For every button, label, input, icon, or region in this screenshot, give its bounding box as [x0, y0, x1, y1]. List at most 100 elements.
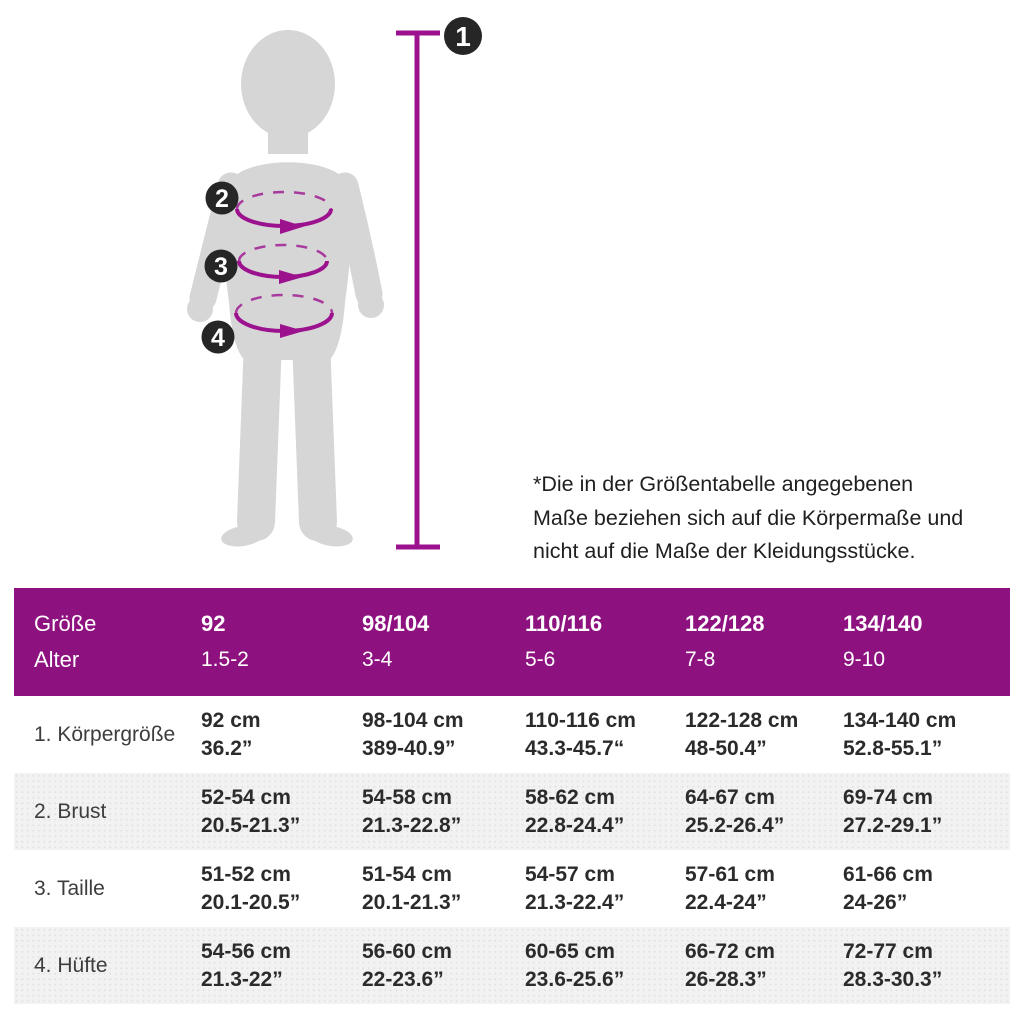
cell-inch: 43.3-45.7“ — [525, 736, 625, 760]
size-note-line: nicht auf die Maße der Kleidungsstücke. — [533, 539, 916, 563]
table-cell: 51-52 cm 20.1-20.5” — [181, 861, 342, 916]
table-cell: 69-74 cm 27.2-29.1” — [823, 784, 1010, 839]
size-header-row: Größe 92 98/104 110/116 122/128 134/140 — [14, 611, 1010, 637]
age-col-2: 5-6 — [525, 648, 556, 671]
cell-cm: 92 cm — [201, 709, 261, 732]
table-cell: 56-60 cm 22-23.6” — [342, 938, 505, 993]
table-row-brust: 2. Brust 52-54 cm 20.5-21.3” 54-58 cm 21… — [14, 773, 1010, 850]
cell-inch: 389-40.9” — [362, 736, 456, 760]
cell-inch: 25.2-26.4” — [685, 813, 785, 837]
size-col-1: 98/104 — [362, 611, 430, 636]
cell-cm: 69-74 cm — [843, 786, 933, 809]
marker-3-number: 3 — [214, 253, 228, 281]
table-row-koerpergroesse: 1. Körpergröße 92 cm 36.2” 98-104 cm 389… — [14, 696, 1010, 773]
cell-cm: 64-67 cm — [685, 786, 775, 809]
cell-inch: 23.6-25.6” — [525, 967, 625, 991]
cell-inch: 48-50.4” — [685, 736, 767, 760]
table-cell: 52-54 cm 20.5-21.3” — [181, 784, 342, 839]
cell-inch: 28.3-30.3” — [843, 967, 943, 991]
cell-inch: 20.5-21.3” — [201, 813, 301, 837]
cell-cm: 54-57 cm — [525, 863, 615, 886]
cell-inch: 21.3-22.8” — [362, 813, 462, 837]
cell-inch: 27.2-29.1” — [843, 813, 943, 837]
cell-inch: 20.1-20.5” — [201, 890, 301, 914]
table-cell: 66-72 cm 26-28.3” — [665, 938, 823, 993]
cell-inch: 52.8-55.1” — [843, 736, 943, 760]
table-cell: 110-116 cm 43.3-45.7“ — [505, 707, 665, 762]
size-col-3: 122/128 — [685, 611, 765, 636]
table-cell: 57-61 cm 22.4-24” — [665, 861, 823, 916]
marker-badges: 1 2 3 4 — [201, 17, 482, 354]
table-cell: 92 cm 36.2” — [181, 707, 342, 762]
cell-inch: 22-23.6” — [362, 967, 444, 991]
table-cell: 64-67 cm 25.2-26.4” — [665, 784, 823, 839]
size-table-header: Größe 92 98/104 110/116 122/128 134/140 … — [14, 588, 1010, 696]
marker-4-number: 4 — [211, 324, 225, 352]
row-label: 3. Taille — [34, 876, 105, 900]
table-cell: 60-65 cm 23.6-25.6” — [505, 938, 665, 993]
cell-cm: 134-140 cm — [843, 709, 957, 732]
table-cell: 72-77 cm 28.3-30.3” — [823, 938, 1010, 993]
row-label: 4. Hüfte — [34, 953, 108, 977]
age-label: Alter — [34, 647, 80, 672]
table-cell: 58-62 cm 22.8-24.4” — [505, 784, 665, 839]
size-note: *Die in der Größentabelle angegebenen Ma… — [533, 468, 1003, 569]
size-note-line: *Die in der Größentabelle angegebenen — [533, 472, 914, 496]
table-cell: 134-140 cm 52.8-55.1” — [823, 707, 1010, 762]
measurement-diagram: 1 2 3 4 — [187, 17, 482, 550]
cell-cm: 72-77 cm — [843, 940, 933, 963]
cell-cm: 54-58 cm — [362, 786, 452, 809]
cell-cm: 52-54 cm — [201, 786, 291, 809]
table-cell: 61-66 cm 24-26” — [823, 861, 1010, 916]
cell-inch: 21.3-22” — [201, 967, 283, 991]
cell-cm: 51-54 cm — [362, 863, 452, 886]
table-cell: 54-57 cm 21.3-22.4” — [505, 861, 665, 916]
size-col-4: 134/140 — [843, 611, 923, 636]
table-cell: 54-56 cm 21.3-22” — [181, 938, 342, 993]
marker-1-badge — [444, 17, 482, 55]
table-cell: 122-128 cm 48-50.4” — [665, 707, 823, 762]
table-cell: 98-104 cm 389-40.9” — [342, 707, 505, 762]
cell-inch: 22.4-24” — [685, 890, 767, 914]
height-measure-line — [396, 30, 440, 550]
table-row-huefte: 4. Hüfte 54-56 cm 21.3-22” 56-60 cm 22-2… — [14, 927, 1010, 1004]
size-col-0: 92 — [201, 611, 226, 636]
age-col-3: 7-8 — [685, 648, 716, 671]
table-cell: 51-54 cm 20.1-21.3” — [342, 861, 505, 916]
marker-1-number: 1 — [455, 21, 471, 52]
hip-arrow-icon — [280, 324, 304, 338]
size-col-2: 110/116 — [525, 611, 603, 636]
marker-2-number: 2 — [215, 185, 229, 213]
table-row-taille: 3. Taille 51-52 cm 20.1-20.5” 51-54 cm 2… — [14, 850, 1010, 927]
row-label: 2. Brust — [34, 799, 107, 823]
cell-cm: 58-62 cm — [525, 786, 615, 809]
age-header-row: Alter 1.5-2 3-4 5-6 7-8 9-10 — [14, 647, 1010, 673]
cell-cm: 54-56 cm — [201, 940, 291, 963]
marker-3-badge — [204, 249, 238, 283]
cell-cm: 66-72 cm — [685, 940, 775, 963]
cell-cm: 61-66 cm — [843, 863, 933, 886]
marker-2-badge — [205, 181, 239, 215]
size-note-line: Maße beziehen sich auf die Körpermaße un… — [533, 505, 964, 530]
cell-inch: 22.8-24.4” — [525, 813, 625, 837]
chest-arrow-icon — [280, 219, 304, 234]
cell-cm: 122-128 cm — [685, 709, 799, 732]
size-table: Größe 92 98/104 110/116 122/128 134/140 … — [14, 588, 1010, 1004]
age-col-0: 1.5-2 — [201, 648, 249, 671]
age-col-1: 3-4 — [362, 648, 393, 671]
waist-arrow-icon — [279, 270, 303, 284]
cell-cm: 56-60 cm — [362, 940, 452, 963]
size-label: Größe — [34, 611, 97, 636]
cell-cm: 98-104 cm — [362, 709, 464, 732]
table-cell: 54-58 cm 21.3-22.8” — [342, 784, 505, 839]
child-silhouette-figure — [187, 30, 384, 547]
cell-cm: 60-65 cm — [525, 940, 615, 963]
cell-cm: 57-61 cm — [685, 863, 775, 886]
cell-inch: 26-28.3” — [685, 967, 767, 991]
row-label: 1. Körpergröße — [34, 722, 176, 746]
cell-inch: 21.3-22.4” — [525, 890, 625, 914]
cell-cm: 51-52 cm — [201, 863, 291, 886]
marker-4-badge — [201, 320, 235, 354]
waist-girth-ellipse — [237, 243, 329, 284]
age-col-4: 9-10 — [843, 648, 886, 671]
